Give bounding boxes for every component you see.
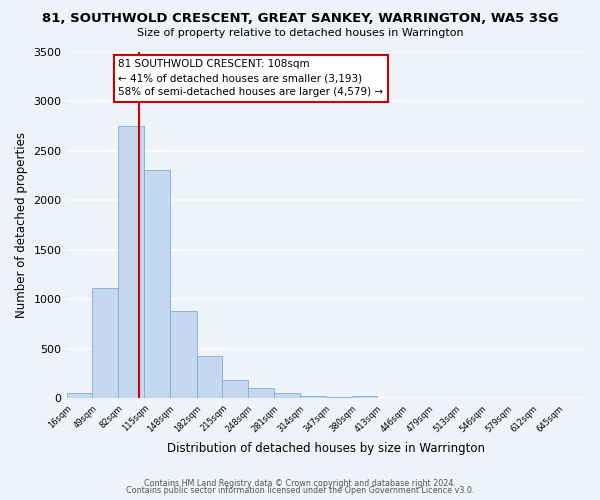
Bar (274, 393, 300, 398)
Bar (223, 380, 248, 398)
Bar (300, 396, 326, 398)
Bar (67, 393, 92, 398)
Bar (326, 397, 352, 398)
Text: 81, SOUTHWOLD CRESCENT, GREAT SANKEY, WARRINGTON, WA5 3SG: 81, SOUTHWOLD CRESCENT, GREAT SANKEY, WA… (41, 12, 559, 26)
Text: Contains public sector information licensed under the Open Government Licence v3: Contains public sector information licen… (126, 486, 474, 495)
Text: 81 SOUTHWOLD CRESCENT: 108sqm
← 41% of detached houses are smaller (3,193)
58% o: 81 SOUTHWOLD CRESCENT: 108sqm ← 41% of d… (118, 60, 383, 98)
Text: Contains HM Land Registry data © Crown copyright and database right 2024.: Contains HM Land Registry data © Crown c… (144, 478, 456, 488)
Bar (144, 170, 170, 398)
Text: Size of property relative to detached houses in Warrington: Size of property relative to detached ho… (137, 28, 463, 38)
Bar (352, 396, 377, 398)
Bar (170, 310, 197, 398)
Bar (248, 388, 274, 398)
Y-axis label: Number of detached properties: Number of detached properties (15, 132, 28, 318)
X-axis label: Distribution of detached houses by size in Warrington: Distribution of detached houses by size … (167, 442, 485, 455)
Bar (92, 288, 118, 399)
Bar (197, 356, 223, 399)
Bar (118, 126, 144, 398)
